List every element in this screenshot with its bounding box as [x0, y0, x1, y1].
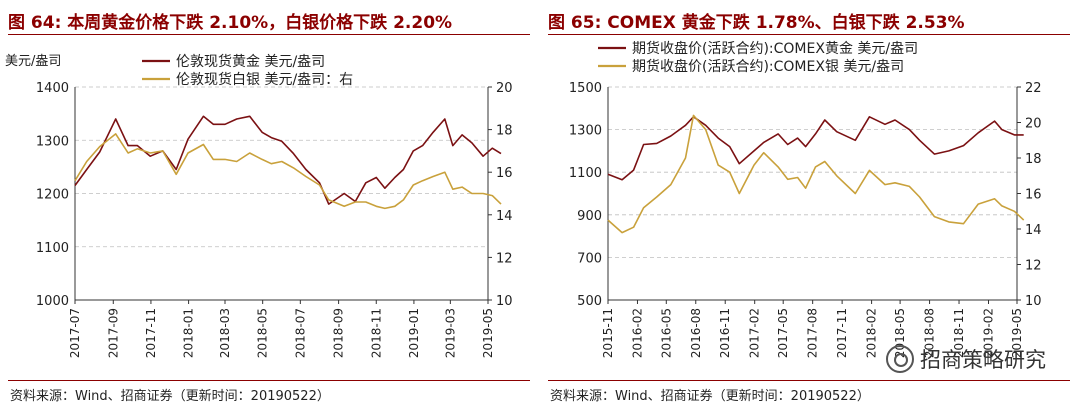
- right-x-tick-label: 2016-11: [718, 308, 732, 358]
- wechat-logo-icon: [886, 345, 914, 373]
- right-yright-tick-label: 12: [1025, 259, 1042, 274]
- right-yleft-tick-label: 900: [577, 209, 602, 224]
- right-line-chart: 500 700 900 1100 1300 1500 10 12 14 16 18 20 22 2015-…: [569, 40, 1042, 358]
- left-yright-tick-label: 12: [496, 251, 513, 266]
- left-x-tick-label: 2018-11: [369, 308, 383, 358]
- left-yright-tick-label: 14: [496, 209, 513, 224]
- left-x-tick-label: 2018-07: [293, 308, 307, 358]
- right-yleft-tick-label: 500: [577, 294, 602, 309]
- right-legend-label: 期货收盘价(活跃合约):COMEX黄金 美元/盎司: [632, 40, 918, 57]
- left-yleft-tick-label: 1200: [36, 188, 69, 203]
- right-x-tick-label: 2018-08: [923, 308, 937, 358]
- left-x-tick-label: 2018-09: [332, 308, 346, 358]
- right-chart-panel: 图 65: COMEX 黄金下跌 1.78%、白银下跌 2.53% 500 700…: [540, 0, 1080, 408]
- right-yleft-tick-label: 1500: [569, 81, 602, 96]
- right-series-line-silver: [607, 114, 1025, 234]
- left-yleft-tick-label: 1100: [36, 241, 69, 256]
- left-x-tick-label: 2017-07: [68, 308, 82, 358]
- left-yright-tick-label: 10: [496, 294, 513, 309]
- left-x-tick-label: 2017-11: [144, 308, 158, 358]
- left-x-tick-label: 2018-01: [182, 308, 196, 358]
- right-x-tick-label: 2017-02: [748, 308, 762, 358]
- left-legend-label: 伦敦现货白银 美元/盎司：右: [176, 71, 353, 88]
- right-x-tick-label: 2017-05: [776, 308, 790, 358]
- right-yright-tick-label: 16: [1025, 188, 1042, 203]
- right-source-rule: [548, 380, 1070, 381]
- left-x-tick-label: 2019-01: [407, 308, 421, 358]
- left-yright-tick-label: 20: [496, 81, 513, 96]
- right-x-tick-label: 2018-02: [865, 308, 879, 358]
- watermark-text: 招商策略研究: [920, 348, 1046, 372]
- right-x-tick-label: 2019-02: [981, 308, 995, 358]
- left-series-line-silver: [74, 133, 502, 210]
- right-x-tick-label: 2017-08: [806, 308, 820, 358]
- right-yright-tick-label: 14: [1025, 223, 1042, 238]
- right-yleft-tick-label: 1300: [569, 124, 602, 139]
- left-yright-tick-label: 16: [496, 166, 513, 181]
- right-legend-label: 期货收盘价(活跃合约):COMEX银 美元/盎司: [632, 58, 904, 75]
- right-x-tick-label: 2016-08: [689, 308, 703, 358]
- right-chart-title: 图 65: COMEX 黄金下跌 1.78%、白银下跌 2.53%: [548, 13, 965, 33]
- left-yleft-tick-label: 1000: [36, 294, 69, 309]
- left-x-tick-label: 2019-05: [481, 308, 495, 358]
- left-x-tick-label: 2019-03: [443, 308, 457, 358]
- right-yright-tick-label: 22: [1025, 81, 1042, 96]
- right-title-rule: [548, 34, 1070, 35]
- left-series-line-gold: [74, 115, 502, 205]
- left-chart-panel: 图 64: 本周黄金价格下跌 2.10%，白银价格下跌 2.20% 1000 11…: [5, 13, 530, 404]
- right-yright-tick-label: 18: [1025, 152, 1042, 167]
- right-yleft-tick-label: 700: [577, 251, 602, 266]
- left-yleft-axis-label: 美元/盎司: [5, 54, 61, 69]
- right-x-tick-label: 2016-02: [630, 308, 644, 358]
- right-yright-tick-label: 20: [1025, 117, 1042, 132]
- left-chart-title: 图 64: 本周黄金价格下跌 2.10%，白银价格下跌 2.20%: [8, 13, 453, 33]
- right-source-note: 资料来源：Wind、招商证券（更新时间：20190522）: [550, 389, 870, 404]
- right-x-tick-label: 2016-05: [659, 308, 673, 358]
- right-x-tick-label: 2018-11: [952, 308, 966, 358]
- left-x-tick-label: 2018-05: [256, 308, 270, 358]
- left-yleft-tick-label: 1400: [36, 81, 69, 96]
- watermark: 招商策略研究: [886, 344, 1046, 374]
- left-x-tick-label: 2017-09: [106, 308, 120, 358]
- left-x-tick-label: 2018-03: [218, 308, 232, 358]
- right-yright-tick-label: 10: [1025, 294, 1042, 309]
- right-x-tick-label: 2019-05: [1010, 308, 1024, 358]
- right-series-line-gold: [607, 116, 1024, 181]
- right-x-tick-label: 2015-11: [601, 308, 615, 358]
- left-yleft-tick-label: 1300: [36, 134, 69, 149]
- left-title-rule: [8, 34, 530, 35]
- left-yright-tick-label: 18: [496, 124, 513, 139]
- left-source-note: 资料来源：Wind、招商证券（更新时间：20190522）: [10, 389, 330, 404]
- left-source-rule: [8, 380, 530, 381]
- right-yleft-tick-label: 1100: [569, 166, 602, 181]
- left-legend-label: 伦敦现货黄金 美元/盎司: [176, 53, 325, 70]
- left-line-chart: 1000 1100 1200 1300 1400 10 12 14 16 18 20 2017-07 2…: [5, 53, 513, 358]
- right-x-tick-label: 2017-11: [835, 308, 849, 358]
